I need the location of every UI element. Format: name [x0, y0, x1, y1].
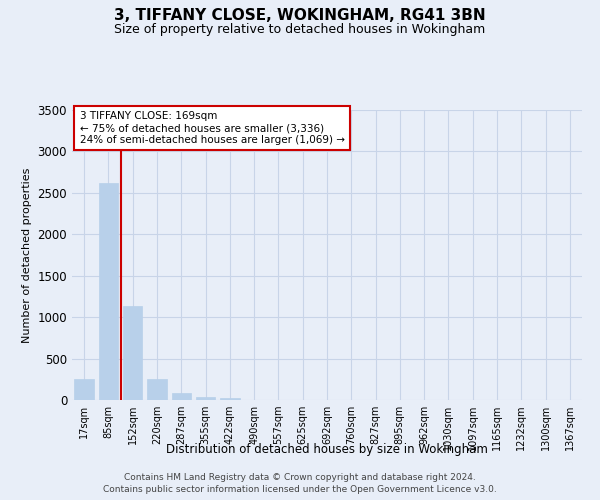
Text: 3 TIFFANY CLOSE: 169sqm
← 75% of detached houses are smaller (3,336)
24% of semi: 3 TIFFANY CLOSE: 169sqm ← 75% of detache…	[80, 112, 344, 144]
Bar	[220, 398, 239, 400]
Bar	[147, 379, 167, 400]
Text: 3, TIFFANY CLOSE, WOKINGHAM, RG41 3BN: 3, TIFFANY CLOSE, WOKINGHAM, RG41 3BN	[114, 8, 486, 22]
Bar	[196, 396, 215, 400]
Text: Contains public sector information licensed under the Open Government Licence v3: Contains public sector information licen…	[103, 485, 497, 494]
Bar	[74, 380, 94, 400]
Bar	[123, 306, 142, 400]
Text: Contains HM Land Registry data © Crown copyright and database right 2024.: Contains HM Land Registry data © Crown c…	[124, 472, 476, 482]
Text: Distribution of detached houses by size in Wokingham: Distribution of detached houses by size …	[166, 442, 488, 456]
Text: Size of property relative to detached houses in Wokingham: Size of property relative to detached ho…	[115, 22, 485, 36]
Bar	[99, 183, 118, 400]
Bar	[172, 392, 191, 400]
Y-axis label: Number of detached properties: Number of detached properties	[22, 168, 32, 342]
